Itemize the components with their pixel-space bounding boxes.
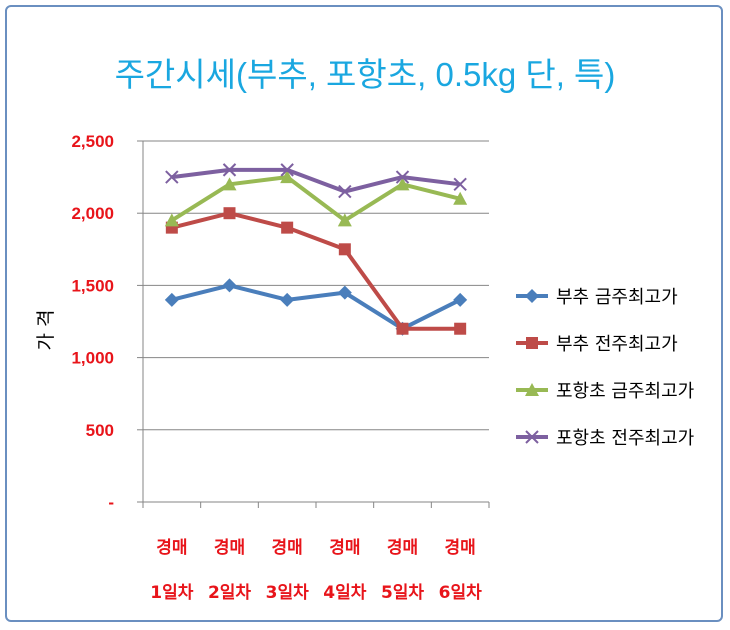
series-line xyxy=(171,167,461,194)
legend-marker xyxy=(526,337,538,349)
x-tick-label: 5일차 xyxy=(381,583,424,603)
y-tick-label: 2,500 xyxy=(71,132,114,151)
legend-label: 포항초 금주최고가 xyxy=(556,381,694,402)
legend-marker xyxy=(525,430,539,444)
data-point xyxy=(337,213,352,227)
x-tick-label: 경매 xyxy=(387,538,418,558)
data-point xyxy=(222,177,237,191)
data-point xyxy=(280,163,294,177)
legend-label: 포항초 전주최고가 xyxy=(556,428,694,449)
x-tick-label: 경매 xyxy=(445,538,476,558)
legend-label: 부추 전주최고가 xyxy=(556,334,678,355)
x-tick-label: 3일차 xyxy=(266,583,309,603)
x-tick-label: 경매 xyxy=(272,538,303,558)
data-point xyxy=(164,213,179,227)
y-tick-labels: - 500 1,000 1,500 2,000 2,500 xyxy=(71,132,114,512)
data-point xyxy=(396,322,409,335)
y-axis-title: 가 격 xyxy=(35,310,57,351)
y-tick-label: 500 xyxy=(86,421,114,440)
gridlines xyxy=(143,140,489,431)
data-point xyxy=(280,170,295,184)
data-point xyxy=(454,322,467,335)
legend-marker xyxy=(525,383,539,396)
data-point xyxy=(453,191,468,205)
series-line xyxy=(170,175,461,223)
legend-marker xyxy=(525,289,539,303)
series-line xyxy=(171,283,462,331)
x-tick-label: 1일차 xyxy=(150,583,193,603)
y-tick-label: 2,000 xyxy=(71,204,114,223)
axes xyxy=(137,140,490,508)
data-point xyxy=(453,177,467,192)
legend-label: 부추 금주최고가 xyxy=(556,287,678,308)
data-point xyxy=(395,170,410,184)
data-point xyxy=(222,163,237,177)
x-tick-label: 2일차 xyxy=(208,583,251,603)
data-point xyxy=(281,221,294,234)
data-point xyxy=(164,292,179,307)
data-point xyxy=(337,285,352,300)
chart-frame xyxy=(5,5,723,622)
x-tick-label: 6일차 xyxy=(439,583,482,603)
x-tick-label: 경매 xyxy=(329,538,360,558)
chart-title: 주간시세(부추, 포항초, 0.5kg 단, 특) xyxy=(115,56,616,93)
y-tick-label: - xyxy=(108,493,114,512)
series-line xyxy=(171,211,461,331)
x-tick-label: 경매 xyxy=(156,538,187,558)
series-layer xyxy=(164,163,468,336)
data-point xyxy=(338,243,351,256)
data-point xyxy=(338,184,352,199)
x-tick-labels: 경매 1일차 경매 2일차 경매 3일차 경매 4일차 경매 5일차 경매 6일차 xyxy=(150,538,482,603)
x-tick-label: 4일차 xyxy=(323,583,366,603)
data-point xyxy=(223,207,236,220)
data-point xyxy=(395,177,410,191)
y-tick-label: 1,500 xyxy=(71,276,114,295)
data-point xyxy=(280,292,295,307)
data-point xyxy=(453,292,468,307)
x-tick-label: 경매 xyxy=(214,538,245,558)
data-point xyxy=(165,170,179,184)
y-tick-label: 1,000 xyxy=(71,349,114,368)
data-point xyxy=(222,278,237,293)
